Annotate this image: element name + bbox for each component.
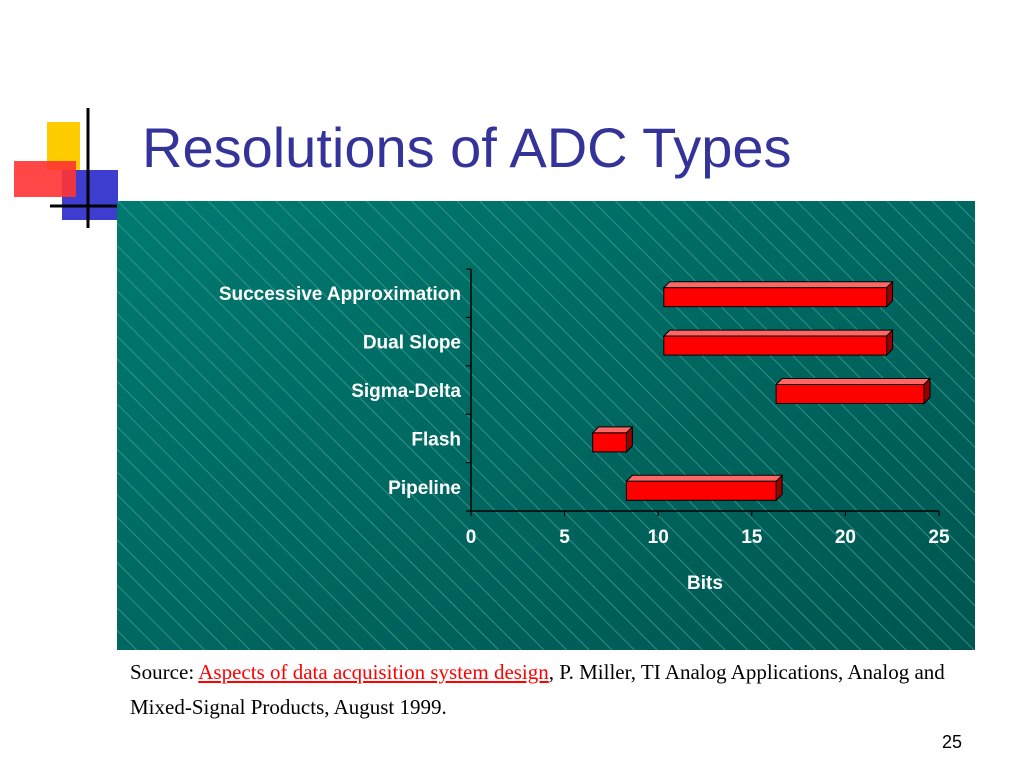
bar-pipeline bbox=[625, 474, 784, 502]
bar-top-face bbox=[591, 426, 634, 434]
chart-stripes bbox=[117, 201, 975, 650]
x-axis-title: Bits bbox=[687, 573, 723, 594]
y-category-label: Dual Slope bbox=[363, 333, 461, 354]
source-prefix: Source: bbox=[130, 660, 199, 684]
y-category-label: Flash bbox=[411, 429, 461, 450]
x-tick-label: 0 bbox=[466, 527, 477, 548]
x-tick-label: 5 bbox=[559, 527, 570, 548]
bar-dual-slope bbox=[662, 328, 894, 357]
red-square bbox=[14, 161, 76, 197]
x-tick-label: 15 bbox=[741, 527, 763, 548]
bar-front-face bbox=[775, 384, 925, 404]
y-category-label: Successive Approximation bbox=[219, 284, 461, 305]
bar-top-face bbox=[662, 329, 894, 337]
bar-sigma-delta bbox=[774, 377, 932, 405]
slide-title: Resolutions of ADC Types bbox=[142, 116, 792, 179]
bar-successive-approximation bbox=[662, 280, 894, 308]
bar-front-face bbox=[625, 480, 777, 501]
chart-panel: 0 5 10 15 20 25 Bits Successive Approximation Du… bbox=[117, 201, 975, 650]
bar-top-face bbox=[662, 281, 894, 289]
source-suffix: , P. Miller, TI Analog Applications, Ana… bbox=[130, 660, 945, 719]
adc-resolution-chart: 0 5 10 15 20 25 Bits Successive Approximation Du… bbox=[117, 201, 975, 650]
bar-flash bbox=[591, 425, 634, 454]
y-category-label: Sigma-Delta bbox=[351, 381, 461, 402]
bar-front-face bbox=[663, 335, 888, 356]
bar-top-face bbox=[625, 474, 784, 482]
x-tick-label: 20 bbox=[835, 527, 856, 548]
source-link[interactable]: Aspects of data acquisition system desig… bbox=[198, 660, 549, 684]
page-number: 25 bbox=[941, 732, 962, 752]
source-citation: Source: Aspects of data acquisition syst… bbox=[130, 655, 950, 725]
decorative-corner-squares bbox=[14, 108, 118, 228]
bar-front-face bbox=[592, 432, 627, 453]
y-category-label: Pipeline bbox=[388, 478, 461, 499]
x-tick-label: 10 bbox=[648, 527, 669, 548]
bar-top-face bbox=[774, 378, 932, 385]
x-tick-label: 25 bbox=[928, 527, 950, 548]
bar-front-face bbox=[663, 287, 888, 308]
